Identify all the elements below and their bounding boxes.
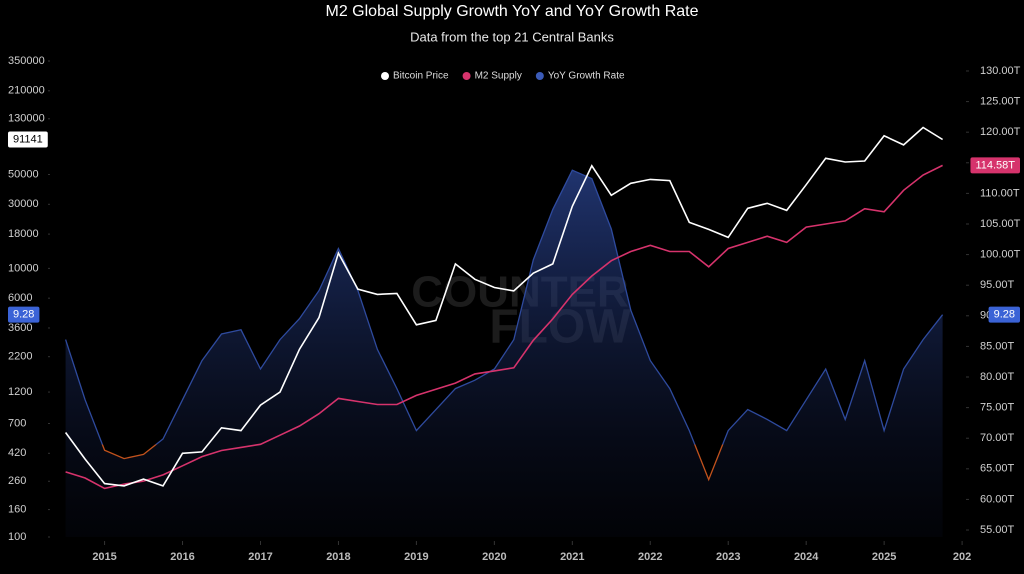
- y-tick-label: 160: [8, 503, 26, 515]
- x-tick-label: 2016: [170, 551, 194, 563]
- badge-box: [8, 131, 48, 148]
- value-badge: 91141: [8, 131, 48, 148]
- y-tick-label: 130000: [8, 113, 45, 125]
- chart-title: M2 Global Supply Growth YoY and YoY Grow…: [326, 3, 699, 20]
- value-badge: 9.28: [8, 306, 40, 323]
- legend-marker: [381, 72, 389, 80]
- series-line: [64, 126, 944, 487]
- y2-tick-label: 85.00T: [980, 340, 1015, 352]
- x-tick-label: 2024: [794, 551, 819, 563]
- x-tick-label: 2015: [92, 551, 116, 563]
- y2-tick-label: 70.00T: [980, 432, 1015, 444]
- y2-tick-label: 60.00T: [980, 493, 1015, 505]
- y2-tick-label: 120.00T: [980, 126, 1021, 138]
- area: [65, 170, 943, 537]
- badge-label: 9.28: [994, 309, 1015, 321]
- badge-label: 91141: [13, 133, 43, 145]
- y-tick-label: 10000: [8, 262, 39, 274]
- y2-tick-label: 100.00T: [980, 249, 1021, 261]
- y-tick-label: 210000: [8, 85, 45, 97]
- legend-marker: [462, 72, 471, 80]
- series-line: [65, 164, 943, 490]
- y-tick-label: 420: [8, 447, 26, 459]
- y-tick-label: 100: [8, 531, 26, 543]
- y-tick-label: 6000: [8, 292, 32, 304]
- y-tick-label: 700: [8, 417, 26, 429]
- y-tick-label: 1200: [8, 386, 32, 398]
- x-tick-label: 2025: [872, 551, 896, 563]
- x-tick-label: 2022: [638, 551, 662, 563]
- badge-box: [970, 157, 1020, 174]
- y-tick-label: 3600: [8, 322, 32, 334]
- y2-tick-label: 105.00T: [980, 218, 1021, 230]
- badge-label: 9.28: [13, 309, 34, 321]
- chart-subtitle: Data from the top 21 Central Banks: [410, 29, 614, 44]
- legend-label: M2 Supply: [475, 71, 522, 82]
- y2-tick-label: 80.00T: [980, 371, 1015, 383]
- y-tick-label: 50000: [8, 168, 39, 180]
- y2-tick-label: 125.00T: [980, 95, 1021, 107]
- y2-tick-label: 110.00T: [980, 187, 1020, 199]
- x-tick-label: 2019: [404, 551, 428, 563]
- value-badge: 9.28: [988, 306, 1020, 323]
- badge-label: 114.58T: [975, 159, 1015, 171]
- value-badge: 114.58T: [970, 157, 1020, 174]
- y2-tick-label: 65.00T: [980, 463, 1015, 475]
- y-tick-label: 2200: [8, 351, 32, 363]
- y-tick-label: 260: [8, 475, 26, 487]
- x-tick-label: 2023: [716, 551, 740, 563]
- x-tick-label: 2017: [248, 551, 272, 563]
- y-tick-label: 18000: [8, 228, 39, 240]
- x-tick-label: 2021: [560, 551, 584, 563]
- x-tick-label: 202: [953, 551, 971, 563]
- y2-tick-label: 75.00T: [980, 402, 1015, 414]
- x-tick-label: 2020: [482, 551, 506, 563]
- y2-tick-label: 130.00T: [980, 65, 1021, 77]
- series-line: [64, 169, 944, 482]
- badge-box: [8, 306, 40, 323]
- y2-tick-label: 95.00T: [980, 279, 1015, 291]
- badge-box: [988, 306, 1020, 323]
- x-tick-label: 2018: [326, 551, 350, 563]
- legend-label: YoY Growth Rate: [548, 71, 625, 82]
- legend-marker: [535, 72, 544, 80]
- y-tick-label: 350000: [8, 55, 45, 67]
- y2-tick-label: 55.00T: [980, 524, 1015, 536]
- legend-label: Bitcoin Price: [393, 71, 449, 82]
- y-tick-label: 30000: [8, 198, 39, 210]
